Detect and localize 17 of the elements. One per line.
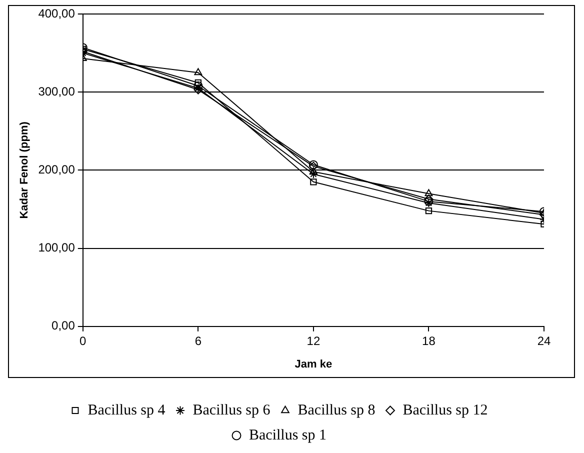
x-tick-label: 12 [306, 334, 320, 348]
x-tick-label: 6 [194, 334, 202, 348]
x-axis-title: Jam ke [294, 358, 332, 370]
x-tick-label: 18 [422, 334, 436, 348]
y-tick-label: 200,00 [38, 162, 76, 177]
legend-label: Bacillus sp 1 [249, 427, 326, 444]
y-axis-title: Kadar Fenol (ppm) [18, 121, 31, 219]
y-tick-label: 300,00 [38, 84, 76, 98]
legend-label: Bacillus sp 6 [192, 402, 271, 418]
legend-label: Bacillus sp 4 [88, 402, 166, 418]
y-tick-label: 100,00 [38, 240, 76, 255]
legend-label: Bacillus sp 8 [298, 402, 376, 418]
x-tick-label: 0 [80, 334, 87, 348]
y-tick-label: 0,00 [52, 318, 76, 333]
legend-label: Bacillus sp 12 [402, 402, 488, 418]
y-tick-label: 400,00 [38, 6, 76, 20]
x-tick-label: 24 [537, 334, 551, 348]
